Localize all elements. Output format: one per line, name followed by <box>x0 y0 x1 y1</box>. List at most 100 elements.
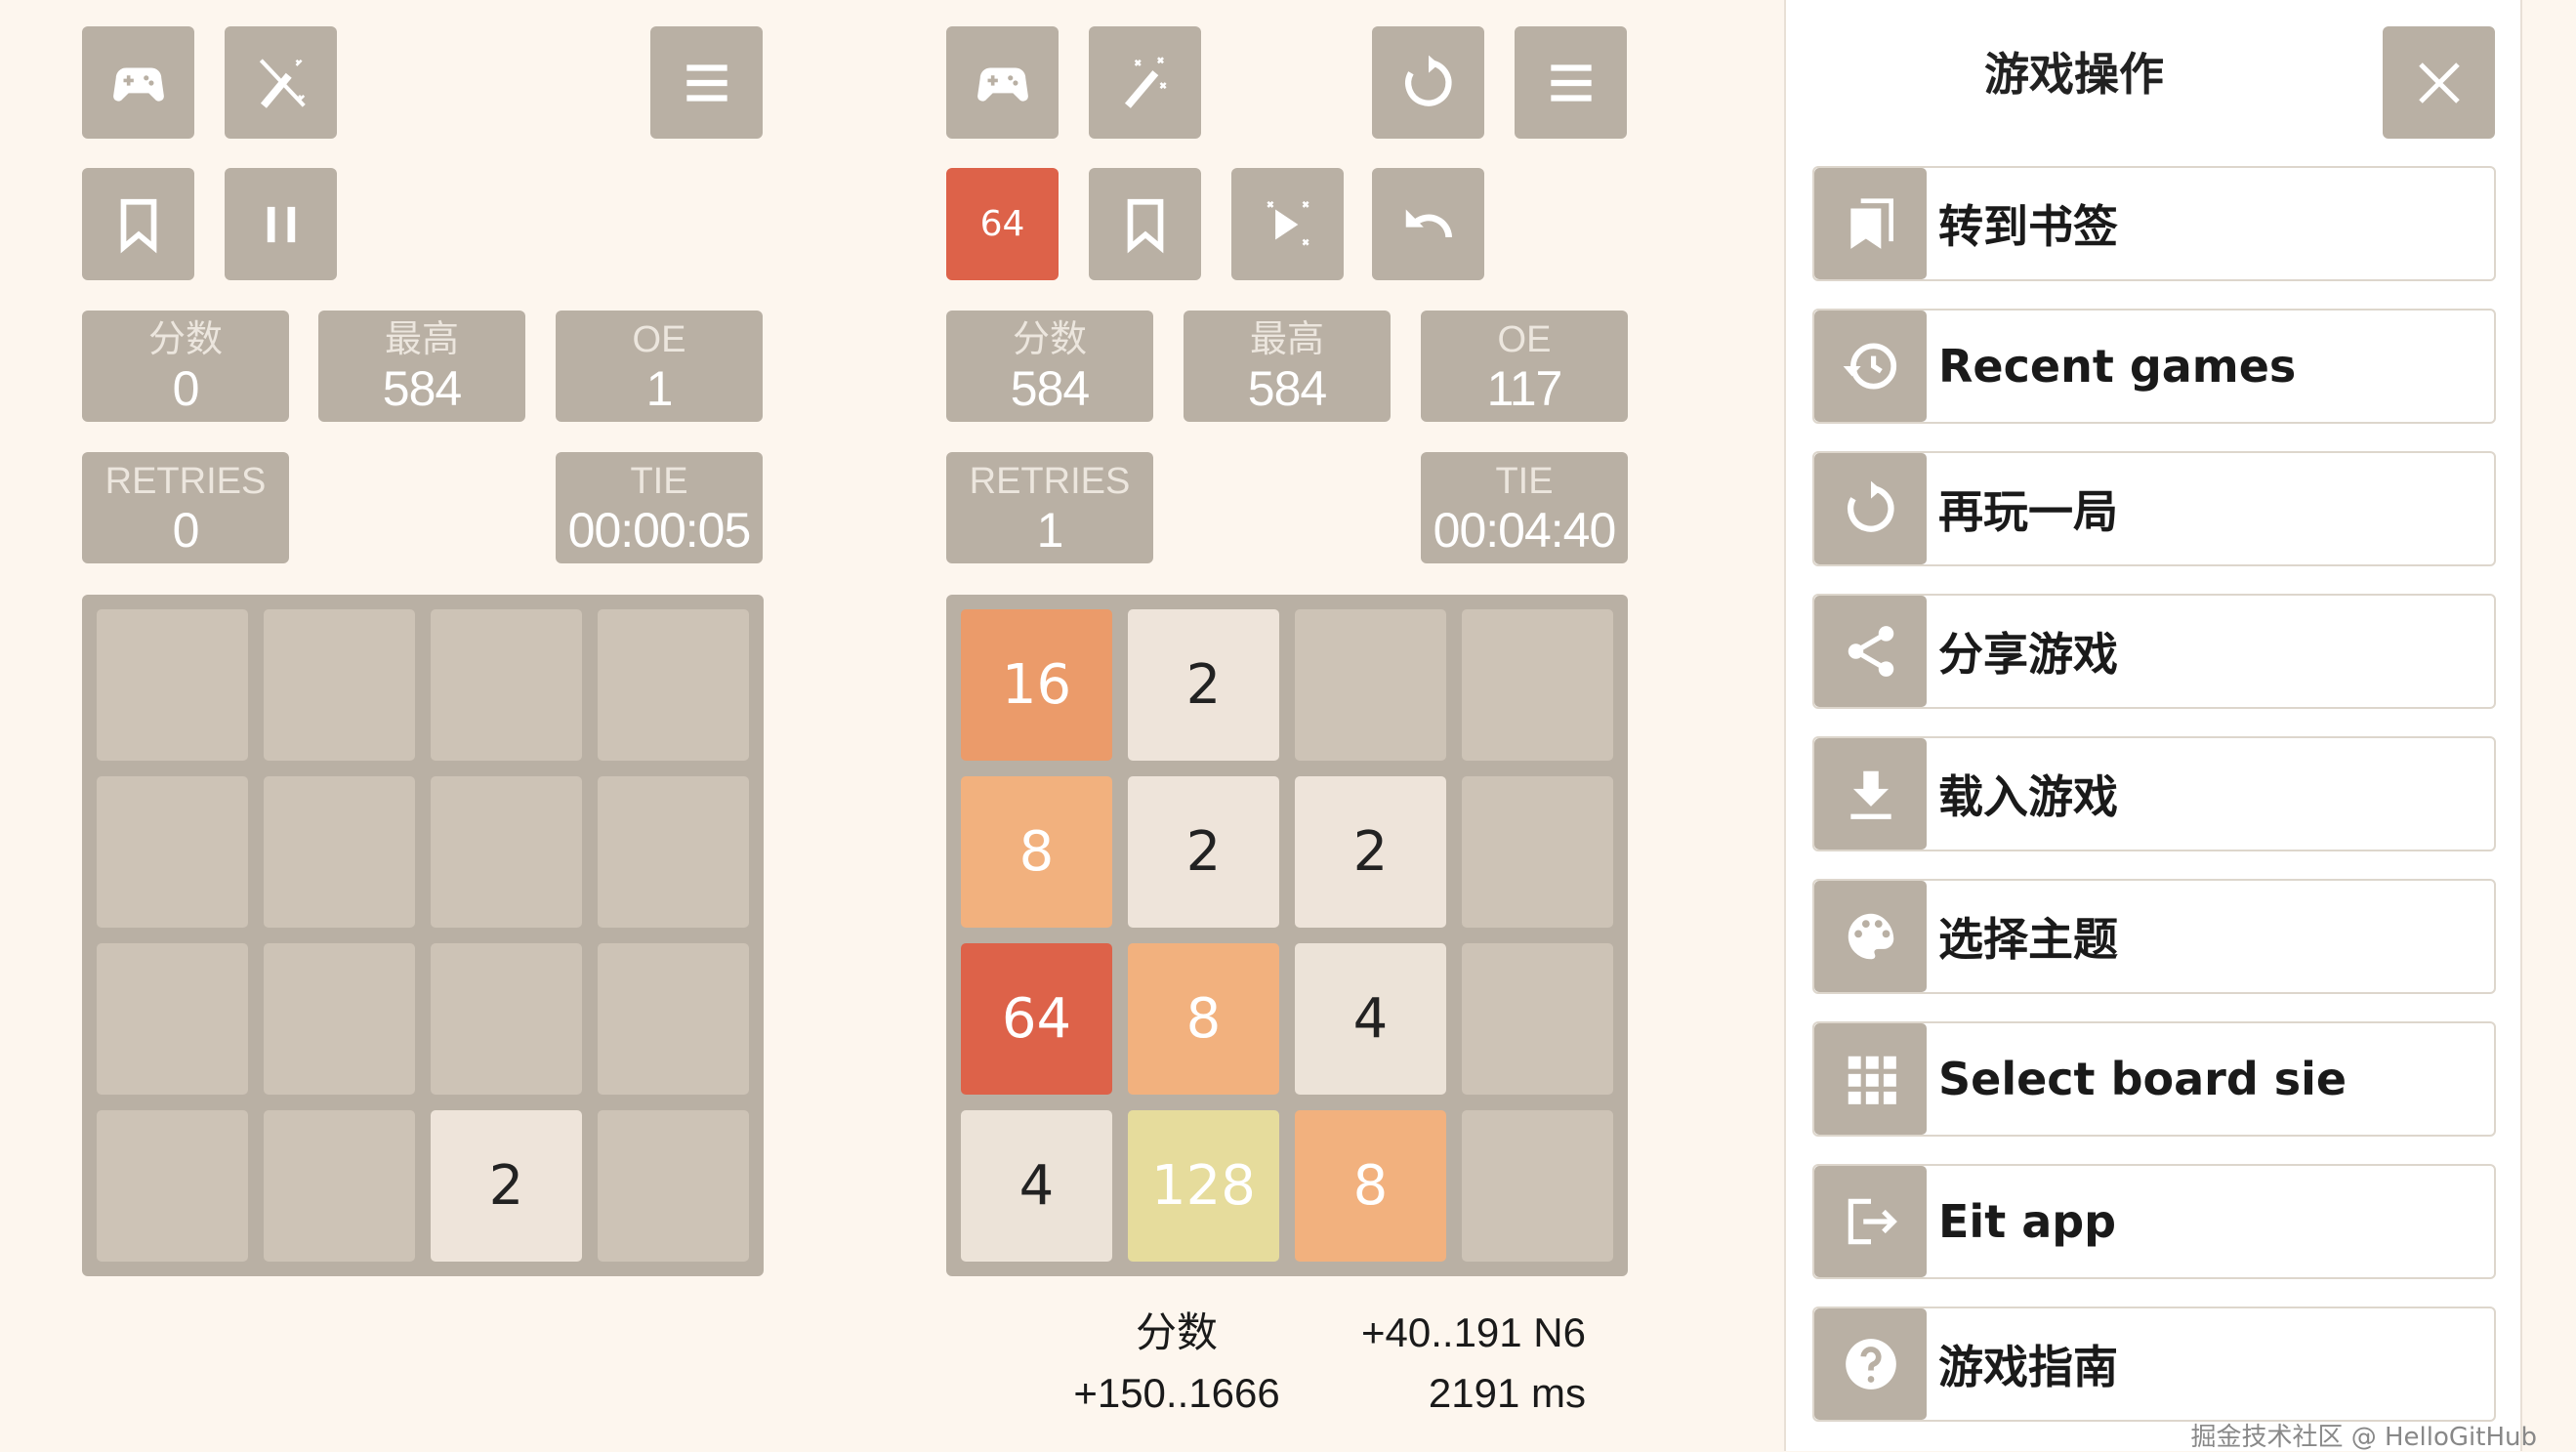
menu-item[interactable]: 转到书签 <box>1812 166 2496 281</box>
stat-value: 1 <box>645 361 674 416</box>
retries-box: RETRIES 0 <box>82 452 289 563</box>
empty-cell <box>431 943 582 1095</box>
menu-item[interactable]: Recent games <box>1812 309 2496 424</box>
stat-value: 117 <box>1486 361 1563 416</box>
grid-icon <box>1814 1023 1927 1135</box>
ai-score-label: 分数 <box>1135 1309 1218 1355</box>
score-box: 分数 584 <box>946 311 1153 422</box>
oe-box: OE 117 <box>1421 311 1628 422</box>
empty-cell <box>97 943 248 1095</box>
stat-label: 分数 <box>1012 319 1087 360</box>
empty-cell <box>264 776 415 928</box>
autoplay-button[interactable] <box>1231 168 1344 280</box>
stat-value: 584 <box>382 361 462 416</box>
stat-value: 0 <box>172 361 200 416</box>
undo-icon <box>1398 194 1459 255</box>
tile: 128 <box>1128 1110 1279 1262</box>
game-board[interactable]: 2 <box>82 595 764 1276</box>
empty-cell <box>598 1110 749 1262</box>
menu-item-label: 选择主题 <box>1938 913 2118 966</box>
empty-cell <box>431 776 582 928</box>
magic-wand-off-icon <box>251 53 312 113</box>
menu-item-label: 载入游戏 <box>1938 770 2118 823</box>
empty-cell <box>97 609 248 761</box>
gamepad-button[interactable] <box>946 26 1059 139</box>
menu-item[interactable]: 分享游戏 <box>1812 594 2496 709</box>
menu-button[interactable] <box>650 26 763 139</box>
empty-cell <box>264 943 415 1095</box>
tile: 4 <box>1295 943 1446 1095</box>
stat-label: RETRIES <box>969 461 1131 502</box>
stat-label: 分数 <box>147 319 223 360</box>
retries-box: RETRIES 1 <box>946 452 1153 563</box>
bookmark-icon <box>108 194 169 255</box>
magic-wand-button[interactable] <box>1089 26 1201 139</box>
stat-label: TIE <box>1495 461 1554 502</box>
time-box: TIE 00:04:40 <box>1421 452 1628 563</box>
menu-item-label: Eit app <box>1938 1195 2117 1248</box>
palette-icon <box>1814 881 1927 992</box>
menu-item[interactable]: Eit app <box>1812 1164 2496 1279</box>
tile: 2 <box>1295 776 1446 928</box>
empty-cell <box>264 609 415 761</box>
ai-depth-info: +40..191 N6 <box>1360 1309 1586 1355</box>
game-board[interactable]: 16 2 8 2 2 64 8 4 4 128 8 <box>946 595 1628 1276</box>
menu-item-label: 游戏指南 <box>1938 1341 2118 1393</box>
stat-value: 00:00:05 <box>567 503 752 558</box>
empty-cell <box>431 609 582 761</box>
bookmark-button[interactable] <box>1089 168 1201 280</box>
pause-button[interactable] <box>225 168 337 280</box>
menu-button[interactable] <box>1515 26 1627 139</box>
menu-item-label: 转到书签 <box>1938 200 2118 253</box>
close-button[interactable] <box>2383 26 2495 139</box>
autoplay-icon <box>1258 194 1318 255</box>
menu-item-label: 分享游戏 <box>1938 628 2118 681</box>
share-icon <box>1814 596 1927 707</box>
download-icon <box>1814 738 1927 850</box>
undo-button[interactable] <box>1372 168 1484 280</box>
magic-wand-off-button[interactable] <box>225 26 337 139</box>
empty-cell <box>1462 609 1613 761</box>
close-icon <box>2418 62 2460 104</box>
history-icon <box>1814 311 1927 422</box>
stat-label: OE <box>632 319 686 360</box>
exit-icon <box>1814 1166 1927 1277</box>
watermark: 掘金技术社区 @ HelloGitHub <box>2190 1423 2537 1452</box>
tile: 8 <box>961 776 1112 928</box>
empty-cell <box>264 1110 415 1262</box>
menu-item[interactable]: 载入游戏 <box>1812 736 2496 851</box>
menu-item[interactable]: 再玩一局 <box>1812 451 2496 566</box>
stat-value: 0 <box>172 503 200 558</box>
tile: 8 <box>1295 1110 1446 1262</box>
restart-button[interactable] <box>1372 26 1484 139</box>
empty-cell <box>1462 776 1613 928</box>
empty-cell <box>598 943 749 1095</box>
restart-icon <box>1814 453 1927 564</box>
oe-box: OE 1 <box>556 311 763 422</box>
best-box: 最高 584 <box>318 311 525 422</box>
magic-wand-icon <box>1115 53 1176 113</box>
target-tile-button[interactable]: 64 <box>946 168 1059 280</box>
empty-cell <box>1295 609 1446 761</box>
pause-icon <box>251 194 312 255</box>
empty-cell <box>1462 1110 1613 1262</box>
game-actions-panel: 游戏操作 转到书签 Recent games 再玩一局分享游戏载入游戏选择主题 Sel… <box>1784 0 2522 1451</box>
tile: 2 <box>1128 776 1279 928</box>
stat-label: RETRIES <box>104 461 267 502</box>
stat-value: 584 <box>1010 361 1090 416</box>
menu-item[interactable]: 游戏指南 <box>1812 1307 2496 1422</box>
restart-icon <box>1398 53 1459 113</box>
stat-label: 最高 <box>384 319 459 360</box>
menu-item[interactable]: Select board sie <box>1812 1021 2496 1137</box>
menu-item-label: Recent games <box>1938 340 2297 393</box>
gamepad-icon <box>108 53 169 113</box>
panel-title: 游戏操作 <box>1984 48 2164 101</box>
menu-item-label: Select board sie <box>1938 1053 2347 1105</box>
gamepad-button[interactable] <box>82 26 194 139</box>
stat-label: OE <box>1497 319 1552 360</box>
menu-item[interactable]: 选择主题 <box>1812 879 2496 994</box>
empty-cell <box>97 776 248 928</box>
bookmark-button[interactable] <box>82 168 194 280</box>
tile: 4 <box>961 1110 1112 1262</box>
empty-cell <box>97 1110 248 1262</box>
